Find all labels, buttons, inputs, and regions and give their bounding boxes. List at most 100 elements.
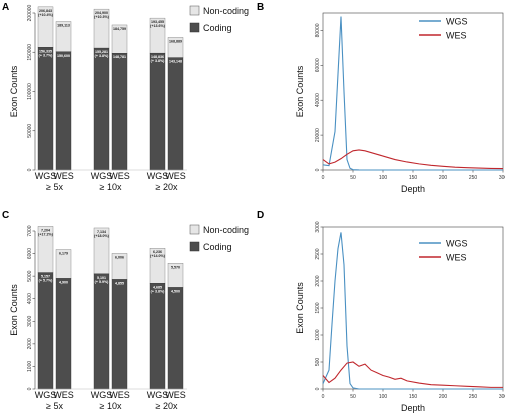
bar-coding-value: 156,335	[39, 49, 52, 53]
series-line-wgs	[322, 16, 503, 171]
bar-category-label: WGS	[91, 390, 113, 400]
panel-letter-d: D	[257, 210, 264, 221]
bar-coding-percent: (+ 5.7%)	[39, 279, 53, 283]
bar-coding	[149, 52, 166, 171]
bar-coding-value: 143,148	[169, 60, 182, 64]
y-axis-title: Exon Counts	[295, 282, 305, 334]
bar-total-value: 7,134	[97, 230, 106, 234]
y-tick-label: 2500	[315, 248, 321, 259]
bar-coding-value: 150,600	[57, 54, 70, 58]
legend-label-non-coding: Non-coding	[203, 225, 249, 235]
bar-total-value: 5,570	[171, 265, 180, 269]
y-tick-label: 200000	[27, 4, 33, 21]
bar-category-label: WES	[109, 390, 130, 400]
y-tick-label: 50000	[27, 124, 33, 138]
y-tick-label: 0	[315, 387, 321, 390]
y-axis-title: Exon Counts	[295, 65, 305, 117]
y-tick-label: 2000	[315, 275, 321, 286]
legend-label-coding: Coding	[203, 242, 232, 252]
bar-category-label: WGS	[147, 390, 169, 400]
y-tick-label: 3000	[27, 316, 33, 327]
y-tick-label: 60000	[315, 58, 321, 72]
panel-d-line-chart: 0 500 1000 1500 2000 2500 3000 0 50 100 150 200 250 3…	[295, 221, 505, 413]
bar-total-percent: (+10.4%)	[38, 13, 53, 17]
bar-category-label: WES	[53, 390, 74, 400]
group-label: ≥ 10x	[100, 401, 122, 411]
bar-category-label: WGS	[147, 171, 169, 181]
group-label: ≥ 10x	[100, 182, 122, 192]
bar-coding	[93, 47, 110, 171]
bar-coding-percent: (+ 5.9%)	[95, 280, 109, 284]
bar-total-value: 193,455	[151, 20, 164, 24]
bar-category-label: WES	[165, 390, 186, 400]
series-line-wes	[322, 361, 503, 388]
bar-total-value: 7,204	[41, 228, 50, 232]
panel-b-line-chart: 0 20000 40000 60000 80000 0 50 100 150 200 250 300 D…	[295, 12, 505, 194]
legend-label-wgs: WGS	[446, 239, 468, 249]
bar-total-value: 204,900	[95, 11, 108, 15]
legend-swatch-coding	[189, 22, 200, 33]
group-label: ≥ 5x	[46, 182, 63, 192]
bar-coding-value: 4,685	[153, 285, 162, 289]
group-label: ≥ 20x	[156, 401, 178, 411]
y-tick-label: 100000	[27, 83, 33, 100]
panel-letter-b: B	[257, 2, 264, 13]
group-label: ≥ 5x	[46, 401, 63, 411]
x-tick-label: 250	[469, 394, 478, 400]
x-tick-label: 100	[379, 394, 388, 400]
panel-c-bar-chart: 0 1000 2000 3000 4000 5000 6000 7000 Exon Counts…	[9, 224, 249, 411]
x-tick-label: 50	[350, 175, 356, 181]
bar-total-value: 189,113	[57, 24, 70, 28]
bar-total-percent: (+13.6%)	[150, 24, 165, 28]
bar-total-value: 6,006	[115, 255, 124, 259]
series-line-wes	[322, 149, 504, 170]
y-tick-label: 3000	[315, 221, 321, 232]
plot-frame	[322, 12, 504, 171]
bar-total-percent: (+10.3%)	[94, 15, 109, 19]
y-tick-label: 0	[27, 387, 33, 390]
y-tick-label: 1500	[315, 302, 321, 313]
bar-coding	[55, 51, 72, 171]
panel-letter-a: A	[2, 2, 9, 13]
x-tick-label: 100	[379, 175, 388, 181]
bar-total-percent: (+18.0%)	[94, 234, 109, 238]
bar-coding	[37, 47, 54, 171]
bar-coding-value: 148,836	[151, 55, 164, 59]
bar-total-percent: (+17.2%)	[38, 232, 53, 236]
y-tick-label: 7000	[27, 225, 33, 236]
bar-total-value: 6,179	[59, 252, 68, 256]
bar-coding-value: 5,157	[41, 275, 50, 279]
legend-label-wgs: WGS	[446, 17, 468, 27]
legend-label-wes: WES	[446, 31, 467, 41]
x-tick-label: 150	[409, 394, 418, 400]
y-tick-label: 2000	[27, 338, 33, 349]
y-tick-label: 5000	[27, 270, 33, 281]
bar-total-value: 168,889	[169, 39, 182, 43]
bar-coding-percent: (+ 3.7%)	[39, 53, 53, 57]
legend-label-non-coding: Non-coding	[203, 6, 249, 16]
bar-coding-value: 4,855	[115, 281, 124, 285]
x-tick-label: 150	[409, 175, 418, 181]
bar-coding-percent: (+ 3.8%)	[151, 59, 165, 63]
bar-category-label: WES	[109, 171, 130, 181]
y-axis-title: Exon Counts	[9, 284, 19, 336]
bar-coding	[55, 278, 72, 390]
x-tick-label: 300	[499, 175, 505, 181]
bar-total-percent: (+14.0%)	[150, 254, 165, 258]
bar-total-value: 184,759	[113, 27, 126, 31]
y-tick-label: 80000	[315, 23, 321, 37]
y-tick-label: 40000	[315, 93, 321, 107]
series-line-wgs	[322, 232, 503, 390]
bar-coding	[37, 272, 54, 390]
x-axis-title: Depth	[401, 403, 425, 413]
y-tick-label: 4000	[27, 293, 33, 304]
bar-category-label: WGS	[91, 171, 113, 181]
bar-category-label: WGS	[35, 171, 57, 181]
bar-category-label: WES	[53, 171, 74, 181]
y-tick-label: 0	[27, 168, 33, 171]
x-tick-label: 300	[499, 394, 505, 400]
y-axis-title: Exon Counts	[9, 65, 19, 117]
bar-coding-percent: (+ 3.8%)	[151, 289, 165, 293]
x-tick-label: 200	[439, 394, 448, 400]
